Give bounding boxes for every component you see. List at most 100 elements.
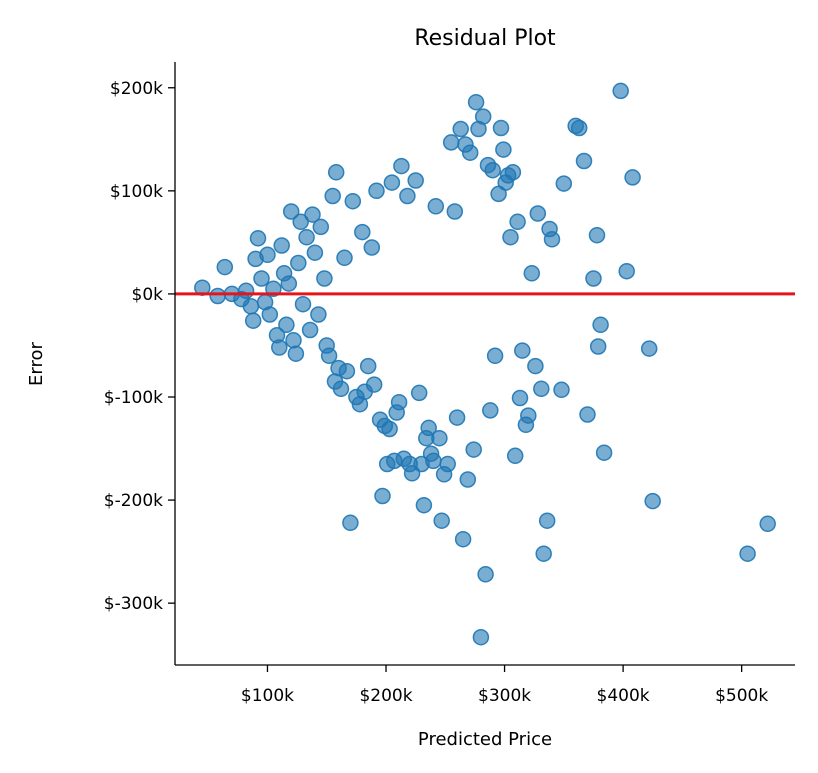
scatter-point bbox=[452, 120, 469, 138]
scatter-point bbox=[292, 213, 309, 231]
scatter-point bbox=[363, 239, 381, 256]
scatter-point bbox=[294, 295, 312, 313]
scatter-point bbox=[579, 406, 596, 423]
scatter-point bbox=[278, 316, 295, 334]
scatter-point bbox=[427, 198, 445, 215]
scatter-point bbox=[298, 228, 315, 246]
scatter-point bbox=[407, 172, 424, 189]
scatter-point bbox=[474, 108, 492, 125]
scatter-point bbox=[492, 119, 510, 137]
scatter-point bbox=[301, 321, 319, 339]
scatter-point bbox=[514, 342, 531, 359]
scatter-point bbox=[486, 347, 504, 365]
scatter-point bbox=[439, 455, 456, 473]
scatter-point bbox=[553, 381, 570, 399]
scatter-point bbox=[529, 205, 547, 222]
scatter-point bbox=[244, 312, 262, 329]
scatter-point bbox=[624, 169, 641, 186]
scatter-point bbox=[261, 306, 279, 323]
scatter-point bbox=[446, 203, 464, 220]
scatter-point bbox=[393, 157, 410, 175]
scatter-point bbox=[472, 628, 490, 646]
scatter-point bbox=[312, 218, 330, 236]
chart-title: Residual Plot bbox=[414, 26, 556, 51]
scatter-point bbox=[533, 380, 550, 398]
scatter-point bbox=[535, 545, 552, 562]
scatter-point bbox=[381, 420, 398, 438]
scatter-point bbox=[585, 270, 602, 287]
scatter-point bbox=[588, 226, 606, 244]
scatter-point bbox=[344, 192, 362, 210]
scatter-point bbox=[336, 249, 353, 267]
scatter-point bbox=[420, 419, 437, 437]
scatter-point bbox=[555, 175, 573, 192]
scatter-point bbox=[495, 141, 512, 158]
scatter-point bbox=[509, 213, 526, 231]
scatter-point bbox=[282, 203, 300, 220]
x-tick-label: $500k bbox=[715, 686, 768, 706]
scatter-point bbox=[209, 287, 226, 305]
scatter-point bbox=[290, 254, 307, 272]
scatter-point bbox=[390, 393, 408, 411]
x-tick-label: $200k bbox=[359, 686, 412, 706]
scatter-point bbox=[415, 496, 433, 514]
scatter-point bbox=[271, 339, 288, 356]
scatter-point bbox=[431, 429, 448, 447]
scatter-point bbox=[316, 270, 333, 287]
scatter-point bbox=[759, 515, 776, 533]
scatter-point bbox=[511, 389, 529, 407]
scatter-point bbox=[477, 566, 494, 583]
scatter-point bbox=[285, 332, 302, 349]
scatter-point bbox=[280, 275, 298, 292]
scatter-point bbox=[342, 514, 359, 532]
scatter-point bbox=[465, 441, 482, 458]
scatter-point bbox=[592, 316, 609, 334]
scatter-point bbox=[354, 223, 371, 241]
scatter-point bbox=[304, 206, 321, 223]
scatter-point bbox=[249, 230, 267, 247]
y-tick-label: $-300k bbox=[104, 594, 163, 614]
x-tick-label: $100k bbox=[241, 686, 294, 706]
scatter-point bbox=[543, 231, 561, 248]
scatter-point bbox=[310, 306, 327, 323]
x-tick-label: $400k bbox=[597, 686, 650, 706]
scatter-point bbox=[618, 262, 635, 280]
y-axis-label: Error bbox=[26, 341, 47, 385]
scatter-point bbox=[425, 452, 442, 470]
y-tick-label: $200k bbox=[110, 79, 163, 99]
scatter-point bbox=[365, 376, 383, 393]
scatter-point bbox=[338, 362, 356, 380]
y-tick-label: $-200k bbox=[104, 491, 163, 511]
scatter-point bbox=[538, 512, 556, 529]
scatter-point bbox=[306, 244, 324, 261]
scatter-point bbox=[383, 174, 401, 191]
scatter-point bbox=[237, 282, 255, 300]
scatter-point bbox=[527, 357, 544, 375]
scatter-point bbox=[216, 258, 234, 276]
scatter-point bbox=[461, 144, 479, 161]
scatter-point bbox=[589, 338, 607, 355]
scatter-point bbox=[612, 82, 629, 100]
plot-area: $100k $200k $300k $400k $500k $200k $100k $0k $-… bbox=[104, 62, 795, 706]
scatter-point bbox=[359, 357, 377, 375]
scatter-point bbox=[374, 487, 391, 505]
scatter-point bbox=[484, 161, 501, 179]
scatter-point bbox=[368, 182, 385, 200]
scatter-point bbox=[242, 298, 260, 315]
scatter-points bbox=[194, 82, 776, 646]
scatter-point bbox=[482, 402, 499, 419]
scatter-point bbox=[640, 340, 658, 357]
scatter-point bbox=[273, 237, 290, 254]
scatter-point bbox=[410, 384, 428, 402]
x-axis-label: Predicted Price bbox=[418, 729, 552, 750]
scatter-point bbox=[442, 134, 460, 151]
scatter-point bbox=[523, 265, 541, 282]
scatter-point bbox=[570, 119, 588, 137]
scatter-point bbox=[332, 380, 350, 398]
scatter-point bbox=[454, 530, 472, 548]
scatter-point bbox=[504, 164, 522, 181]
scatter-point bbox=[253, 270, 270, 287]
scatter-point bbox=[502, 228, 519, 246]
scatter-point bbox=[595, 444, 613, 461]
